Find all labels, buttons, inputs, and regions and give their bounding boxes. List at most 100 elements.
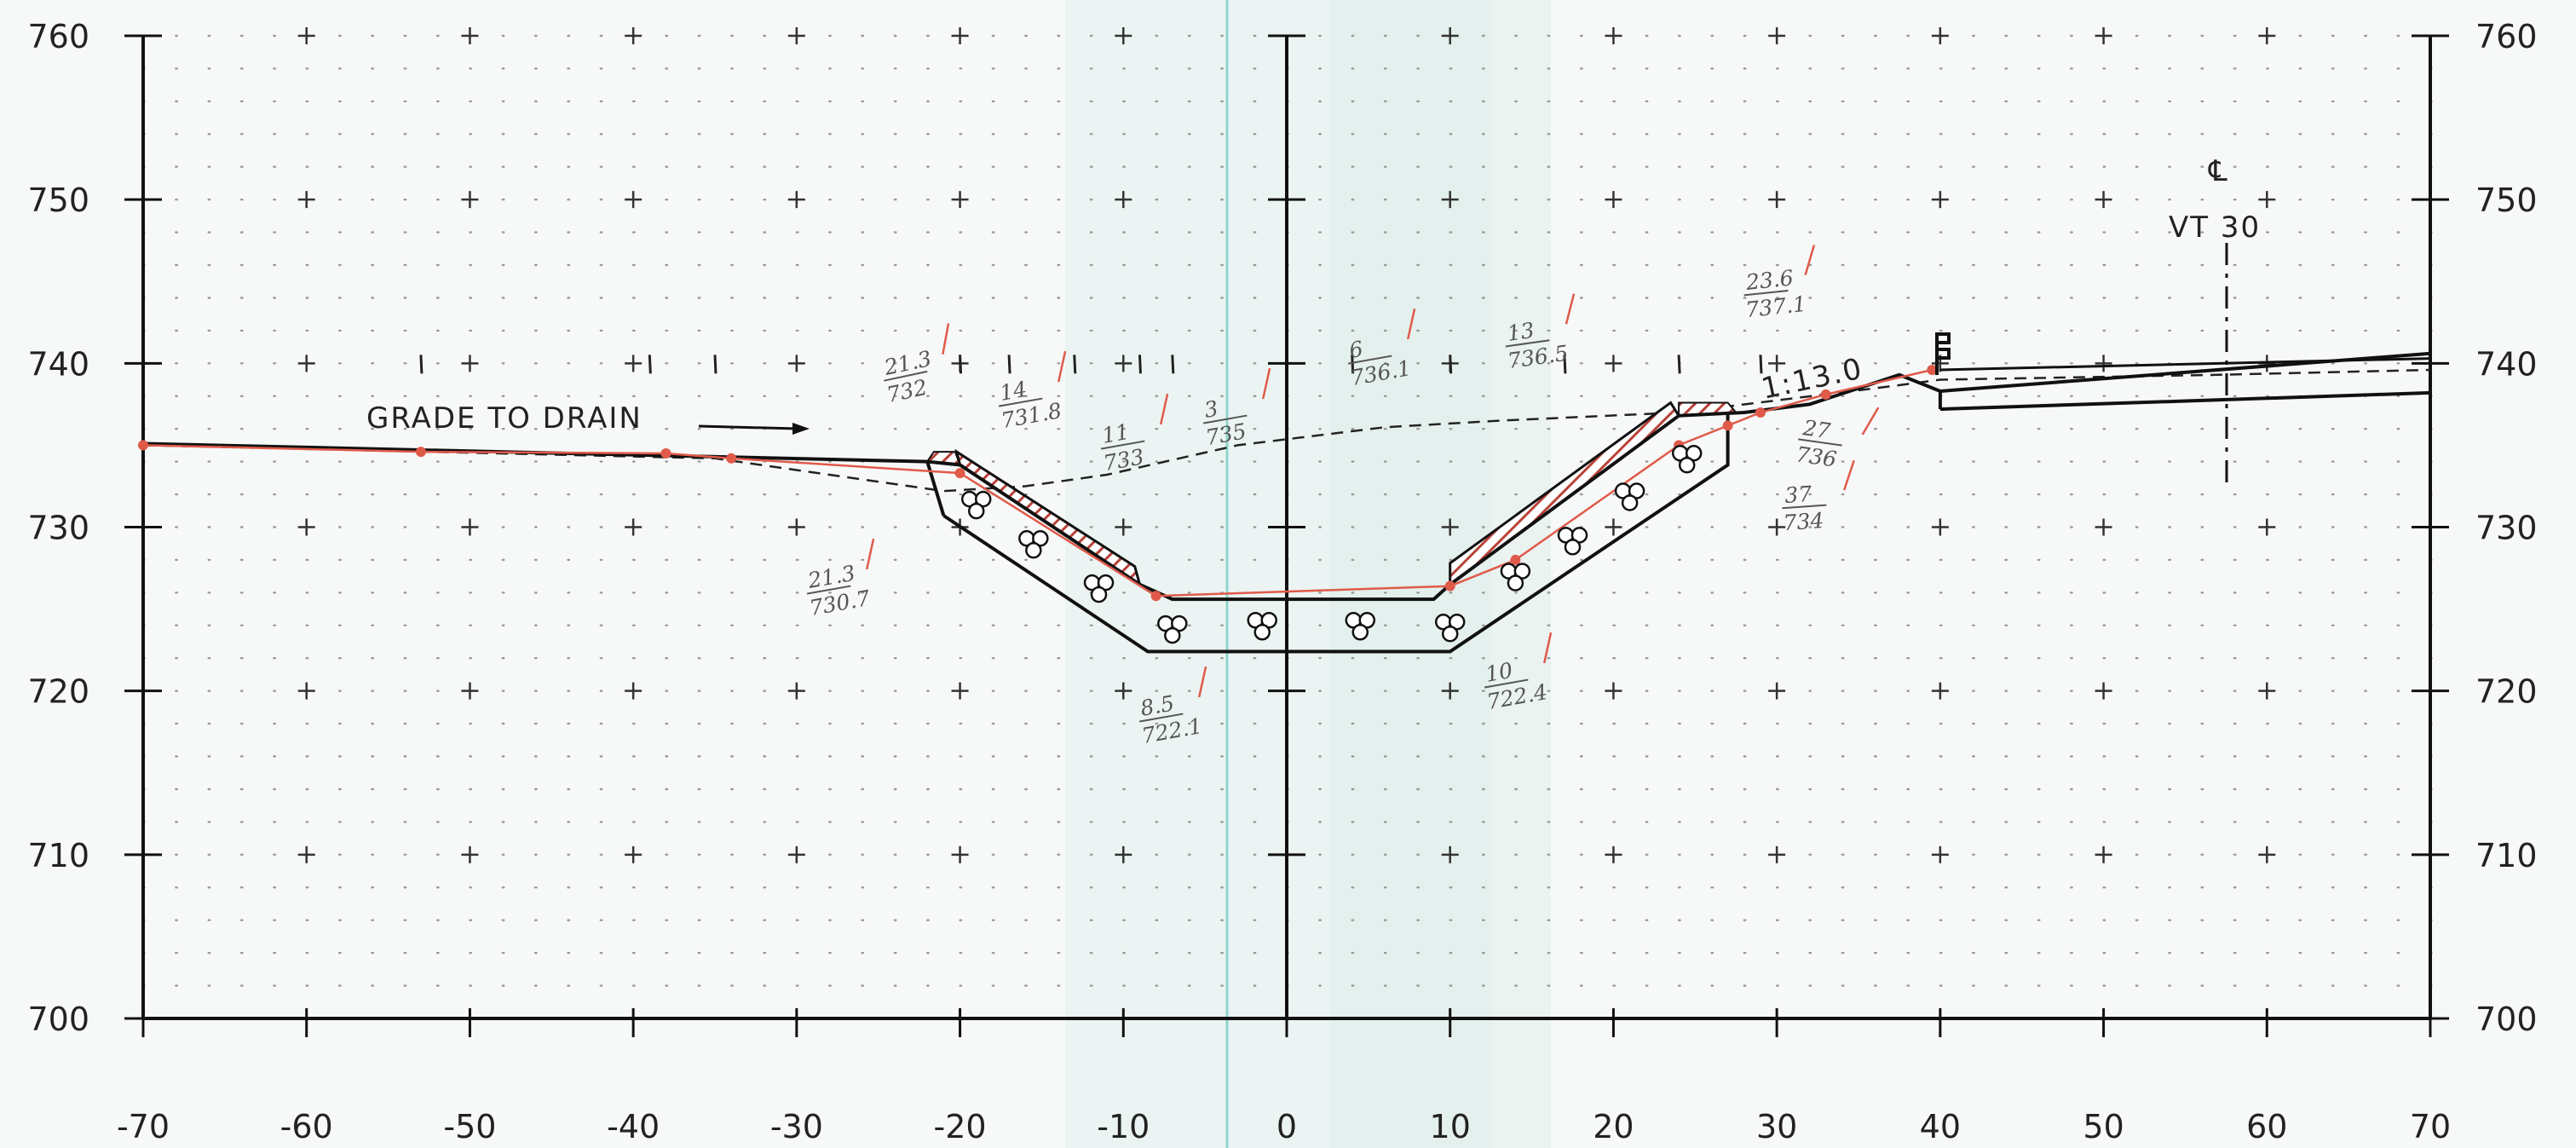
plus-marker <box>1768 191 1786 209</box>
grade-mark <box>959 355 963 374</box>
plus-marker <box>1768 355 1786 372</box>
grade-mark <box>1351 355 1355 374</box>
riprap-stone-icon <box>1500 562 1531 591</box>
plus-marker <box>1931 518 1949 536</box>
plus-marker <box>2258 682 2276 700</box>
plus-marker <box>1605 682 1622 700</box>
note-bar <box>1505 339 1550 348</box>
plus-marker <box>1605 845 1622 863</box>
note-station: 10 <box>1484 658 1514 687</box>
note-tick-red <box>865 538 875 570</box>
grade-mark <box>419 355 424 374</box>
channel-bottom-line <box>942 412 1730 654</box>
x-tick-label: -70 <box>117 1108 170 1145</box>
plus-marker <box>1931 682 1949 700</box>
y-tick-label-right: 740 <box>2475 345 2538 383</box>
plus-marker <box>2258 518 2276 536</box>
note-bar <box>1484 678 1529 689</box>
x-tick-label: 60 <box>2246 1108 2287 1145</box>
plus-marker <box>2258 191 2276 209</box>
survey-point <box>1927 365 1938 376</box>
note-station: 3 <box>1202 396 1220 423</box>
survey-point <box>1150 591 1161 602</box>
plus-marker <box>297 518 315 536</box>
plus-marker <box>787 518 805 536</box>
plus-marker <box>297 191 315 209</box>
stone <box>1507 574 1524 591</box>
plus-marker <box>461 682 479 700</box>
plus-marker <box>625 845 643 863</box>
plus-marker <box>625 191 643 209</box>
survey-point <box>660 448 671 459</box>
y-tick-label-left: 730 <box>27 510 89 547</box>
annotations: GRADE TO DRAIN ℄ VT 30 1:13.0 <box>366 154 2259 490</box>
note-tick-red <box>1159 393 1169 425</box>
stone <box>1564 539 1582 556</box>
note-bar <box>1202 414 1248 424</box>
grade-arrow-line <box>698 424 798 430</box>
survey-point <box>954 468 965 479</box>
plus-marker <box>1441 191 1459 209</box>
note-bar <box>1347 355 1392 365</box>
grade-to-drain-label: GRADE TO DRAIN <box>366 401 643 436</box>
note-station: 37 <box>1784 482 1812 508</box>
plus-marker <box>1115 518 1132 536</box>
grade-marks <box>419 355 1763 374</box>
plus-marker <box>1605 518 1622 536</box>
riprap-stone-icon <box>960 490 992 520</box>
y-tick-label-right: 760 <box>2475 18 2538 55</box>
plus-marker <box>2095 355 2112 372</box>
riprap-stone-icon <box>1614 482 1645 511</box>
plus-marker <box>1441 518 1459 536</box>
plus-marker <box>787 27 805 44</box>
centerline-symbol: ℄ <box>2208 154 2229 188</box>
plus-marker <box>1441 27 1459 44</box>
y-tick-label-left: 710 <box>27 837 89 874</box>
plus-marker <box>1115 682 1132 700</box>
note-elevation: 734 <box>1783 508 1825 535</box>
plus-marker <box>1931 191 1949 209</box>
note-station: 11 <box>1100 419 1131 448</box>
stone <box>1090 586 1108 603</box>
note-bar <box>884 370 928 382</box>
x-tick-label: -30 <box>770 1108 823 1145</box>
guardrail-post-icon <box>1935 332 1951 375</box>
note-tick-red <box>1542 632 1553 664</box>
y-tick-label-left: 740 <box>27 345 89 383</box>
grade-mark <box>713 355 717 374</box>
grade-mark <box>1449 355 1453 374</box>
plus-marker <box>1768 682 1786 700</box>
note-tick-red <box>1842 459 1855 491</box>
note-station: 6 <box>1347 337 1365 363</box>
plus-marker <box>787 355 805 372</box>
note-tick-red <box>1565 293 1576 325</box>
plus-marker <box>297 355 315 372</box>
plus-marker <box>1115 191 1132 209</box>
y-tick-label-right: 710 <box>2475 837 2538 874</box>
x-tick-label: -10 <box>1097 1108 1150 1145</box>
riprap-stone-icon <box>1083 574 1115 603</box>
grade-mark <box>1138 355 1142 374</box>
survey-point <box>1820 389 1831 400</box>
plus-marker <box>1768 518 1786 536</box>
plus-marker <box>2258 845 2276 863</box>
stone <box>1351 624 1369 641</box>
plus-marker <box>1441 682 1459 700</box>
y-tick-label-left: 700 <box>27 1001 89 1038</box>
survey-point <box>138 440 148 451</box>
x-tick-label: 70 <box>2410 1108 2451 1145</box>
x-tick-label: -50 <box>443 1108 496 1145</box>
plus-marker <box>1441 845 1459 863</box>
plus-marker <box>1931 845 1949 863</box>
plus-marker <box>461 845 479 863</box>
plus-marker <box>2095 682 2112 700</box>
survey-point <box>1722 420 1733 431</box>
x-tick-label: 30 <box>1756 1108 1797 1145</box>
survey-point <box>415 447 426 458</box>
plus-marker <box>787 191 805 209</box>
plus-marker <box>461 518 479 536</box>
stone <box>1253 624 1271 641</box>
